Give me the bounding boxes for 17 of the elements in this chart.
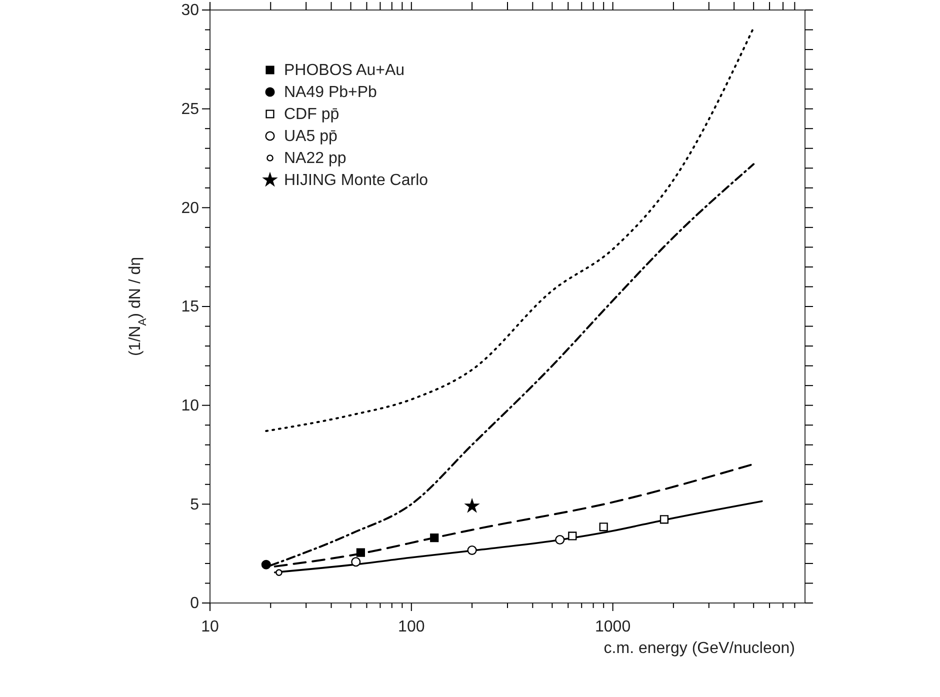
y-tick-label: 0 (190, 595, 200, 612)
legend-label: PHOBOS Au+Au (284, 62, 405, 79)
legend-label: UA5 pp̄ (284, 128, 338, 145)
legend-label: NA49 Pb+Pb (284, 84, 378, 101)
y-tick-label: 25 (181, 100, 200, 118)
y-tick-label: 5 (190, 496, 200, 514)
x-tick-label: 100 (398, 618, 425, 636)
legend-label: HIJING Monte Carlo (284, 172, 428, 189)
y-tick-label: 20 (181, 200, 200, 217)
x-tick-label: 10 (201, 618, 219, 636)
y-tick-label: 30 (181, 2, 200, 20)
y-tick-label: 15 (181, 298, 200, 316)
x-axis-title: c.m. energy (GeV/nucleon) (604, 640, 795, 657)
y-tick-label: 10 (181, 397, 200, 414)
x-tick-label: 1000 (595, 618, 631, 636)
legend-label: NA22 pp (284, 150, 346, 167)
legend-label: CDF pp̄ (284, 106, 340, 123)
